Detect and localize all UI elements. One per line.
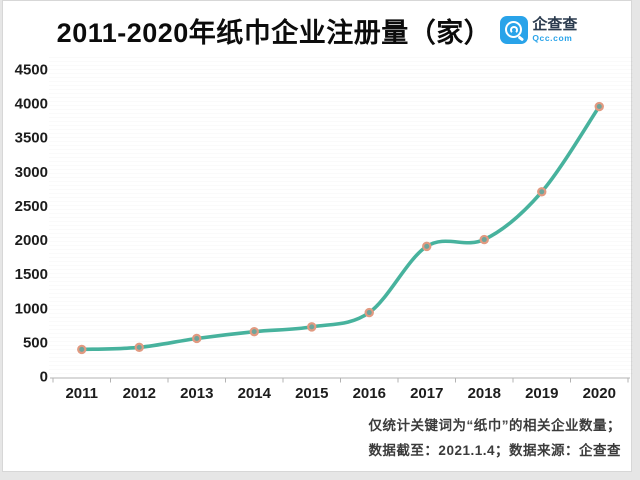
data-point-marker: [307, 322, 317, 332]
data-point-marker: [249, 326, 259, 337]
y-axis-label: 2500: [15, 198, 48, 215]
x-axis-label: 2012: [123, 385, 156, 402]
qcc-logo: 企查查 Qcc.com: [500, 16, 577, 44]
data-point-marker: [479, 234, 489, 245]
qcc-logo-domain: Qcc.com: [532, 33, 573, 44]
data-point-marker: [77, 344, 87, 355]
y-axis-label: 1500: [15, 266, 48, 283]
x-axis-label: 2019: [525, 385, 558, 402]
logo-inner-c-shape: [510, 26, 519, 34]
y-axis-label: 3000: [15, 164, 48, 181]
chart-card: 2011-2020年纸巾企业注册量（家） 企查查 Qcc.com 0 500 100…: [2, 0, 633, 472]
x-axis-label: 2014: [238, 385, 272, 402]
footnote-line1: 仅统计关键词为“纸巾”的相关企业数量；: [368, 418, 621, 433]
qcc-logo-name: 企查查: [532, 16, 578, 34]
data-line: [79, 104, 602, 352]
x-axis-label: 2016: [353, 385, 386, 402]
data-point-marker: [364, 307, 374, 318]
chart-header: 2011-2020年纸巾企业注册量（家） 企查查 Qcc.com: [3, 8, 631, 52]
y-axis-label: 4000: [15, 96, 48, 113]
qcc-logo-icon: [500, 16, 529, 44]
line-chart: 0 500 1000 1500 2000 2500 3000 3500 4000 4500 2011…: [15, 62, 630, 402]
x-axis-label: 2011: [65, 385, 98, 402]
logo-ring-shape: [505, 21, 523, 38]
y-axis-label: 1000: [15, 300, 48, 317]
y-axis-label: 3500: [15, 130, 48, 147]
y-axis-label: 2000: [15, 232, 48, 249]
x-axis-label: 2017: [410, 385, 443, 402]
x-axis-label: 2015: [295, 385, 328, 402]
footnote: 仅统计关键词为“纸巾”的相关企业数量； 数据截至：2021.1.4；数据来源：企…: [368, 413, 621, 463]
qcc-logo-text: 企查查 Qcc.com: [532, 17, 577, 43]
y-axis-label: 500: [23, 334, 48, 351]
x-axis-label: 2018: [468, 385, 501, 402]
data-point-marker: [594, 101, 604, 112]
chart-title: 2011-2020年纸巾企业注册量（家）: [56, 17, 492, 48]
data-point-marker: [422, 241, 432, 252]
data-point-marker: [192, 333, 202, 344]
data-point-marker: [134, 342, 144, 353]
x-axis-label: 2020: [583, 385, 616, 402]
data-point-marker: [537, 187, 547, 197]
footnote-line2: 数据截至：2021.1.4；数据来源：企查查: [368, 443, 621, 458]
y-axis-label: 4500: [15, 62, 48, 79]
y-axis-label: 0: [40, 369, 48, 386]
x-axis-label: 2013: [180, 385, 213, 402]
